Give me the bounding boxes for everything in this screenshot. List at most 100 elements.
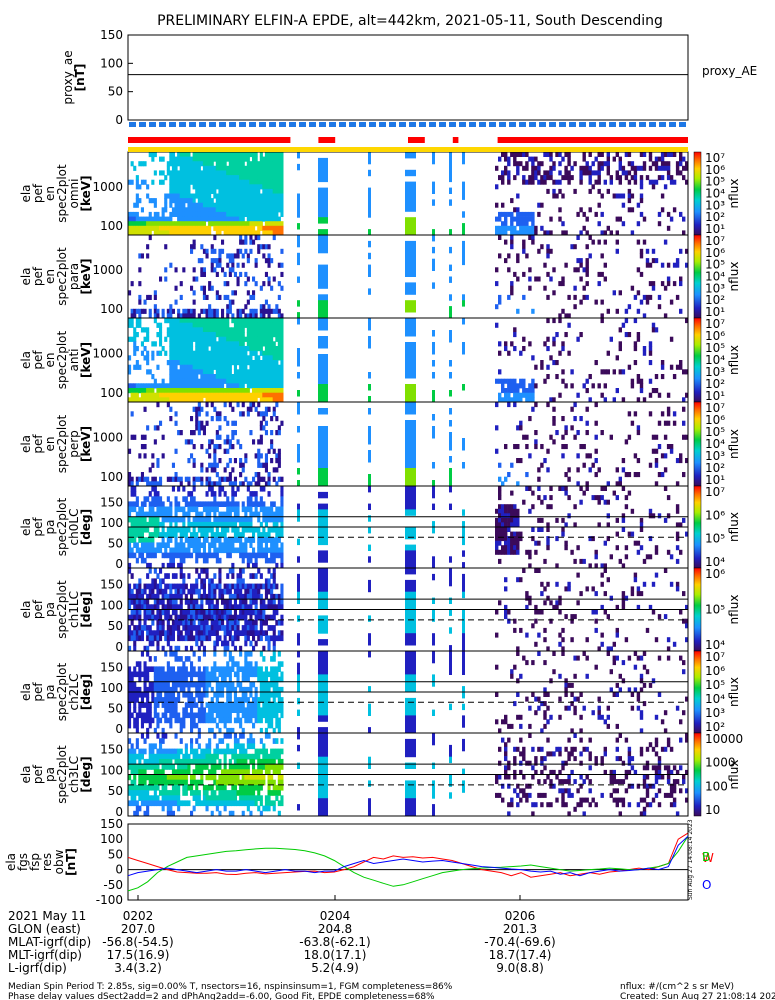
spectrogram-pixel (231, 625, 235, 631)
spectrogram-pixel (208, 211, 212, 217)
spectrogram-pixel (233, 156, 237, 162)
spectrogram-pixel (546, 467, 550, 473)
spectrogram-pixel (192, 156, 196, 162)
spectrogram-pixel (603, 486, 607, 491)
spectrogram-pixel (537, 517, 541, 523)
spectrogram-pixel (555, 536, 559, 542)
spectrogram-pixel (133, 604, 137, 610)
spectrogram-pixel (228, 374, 232, 380)
spectrogram-pixel (195, 506, 199, 513)
spectrogram-pixel (241, 568, 245, 574)
spectrogram-pixel (146, 253, 150, 259)
spectrogram-pixel (277, 511, 281, 518)
spectrogram-pixel (654, 481, 659, 487)
spectrogram-pixel (205, 501, 209, 507)
spectrogram-burst-pixel (462, 509, 465, 516)
spectrogram-pixel (241, 542, 245, 548)
spectrogram-pixel (148, 152, 152, 158)
spectrogram-pixel (277, 327, 281, 333)
spectrogram-pixel (558, 152, 562, 157)
spectrogram-pixel (197, 184, 201, 190)
spectrogram-pixel (666, 211, 671, 217)
spectrogram-pixel (513, 513, 517, 519)
spectrogram-pixel (270, 364, 274, 370)
spectrogram-pixel (534, 364, 538, 370)
spectrogram-pixel (648, 165, 653, 171)
spectrogram-pixel (262, 355, 266, 361)
spectrogram-pixel (128, 614, 132, 621)
spectrogram-pixel (582, 170, 586, 176)
spectrogram-pixel (272, 341, 276, 347)
spectrogram-burst-pixel (297, 480, 300, 487)
spectrogram-pixel (570, 406, 574, 412)
spectrogram-pixel (267, 614, 271, 621)
spectrogram-pixel (135, 175, 139, 181)
spectrogram-pixel (205, 516, 209, 523)
spectrogram-pixel (146, 397, 150, 403)
spectrogram-pixel (244, 355, 248, 361)
spectrogram-pixel (264, 271, 268, 277)
spectrogram-pixel (151, 593, 155, 600)
spectrogram-pixel (205, 253, 209, 259)
spectrogram-pixel (249, 318, 253, 324)
spectrogram-pixel (249, 152, 253, 158)
spectrogram-burst-pixel (449, 330, 452, 337)
spectrogram-pixel (543, 170, 547, 176)
spectrogram-pixel (233, 619, 237, 626)
spectrogram-pixel (498, 225, 502, 231)
spectrogram-pixel (210, 588, 214, 595)
spectrogram-pixel (241, 481, 245, 487)
spectrogram-pixel (151, 225, 155, 231)
spectrogram-pixel (221, 184, 225, 190)
spectrogram-pixel (264, 635, 268, 642)
spectrogram-pixel (182, 578, 186, 585)
spectrogram-burst-pixel (318, 235, 328, 242)
spectrogram-burst-pixel (405, 486, 416, 493)
spectrogram-pixel (498, 600, 502, 606)
spectrogram-pixel (159, 388, 163, 394)
spectrogram-pixel (177, 350, 181, 356)
spectrogram-pixel (672, 179, 677, 185)
spectrogram-pixel (495, 517, 499, 523)
spectrogram-pixel (264, 593, 268, 600)
spectrogram-pixel (233, 506, 237, 513)
spectrogram-pixel (202, 346, 206, 352)
spectrogram-pixel (239, 198, 243, 204)
spectrogram-pixel (213, 392, 217, 398)
spectrogram-pixel (648, 360, 653, 366)
spectrogram-pixel (233, 202, 237, 208)
spectrogram-pixel (161, 230, 165, 236)
spectrogram-pixel (208, 392, 212, 398)
spectrogram-pixel (130, 521, 134, 528)
spectrogram-pixel (228, 258, 232, 264)
spectrogram-pixel (239, 170, 243, 176)
spectrogram-pixel (246, 625, 250, 631)
spectrogram-burst-pixel (318, 199, 328, 206)
spectrogram-burst-pixel (368, 639, 371, 646)
spectrogram-pixel (195, 476, 199, 482)
spectrogram-pixel (200, 444, 204, 450)
spectrogram-pixel (202, 170, 206, 176)
spectrogram-pixel (280, 341, 284, 347)
spectrogram-pixel (249, 593, 253, 600)
spectrogram-pixel (246, 557, 250, 564)
spectrogram-pixel (200, 527, 204, 533)
spectrogram-pixel (618, 369, 622, 375)
spectrogram-pixel (226, 434, 230, 440)
spectrogram-pixel (618, 481, 622, 487)
spectrogram-pixel (187, 458, 191, 464)
spectrogram-pixel (213, 318, 217, 324)
spectrogram-burst-pixel (449, 420, 452, 427)
spectrogram-pixel (606, 350, 610, 356)
spectrogram-pixel (277, 332, 281, 338)
spectrogram-pixel (226, 583, 230, 590)
spectrogram-pixel (534, 402, 538, 408)
spectrogram-pixel (215, 332, 219, 338)
spectrogram-pixel (179, 516, 183, 523)
spectrogram-pixel (233, 336, 237, 342)
spectrogram-burst-pixel (449, 474, 452, 481)
spectrogram-pixel (254, 332, 258, 338)
spectrogram-pixel (146, 573, 150, 579)
spectrogram-pixel (275, 635, 279, 642)
spectrogram-pixel (153, 476, 157, 482)
